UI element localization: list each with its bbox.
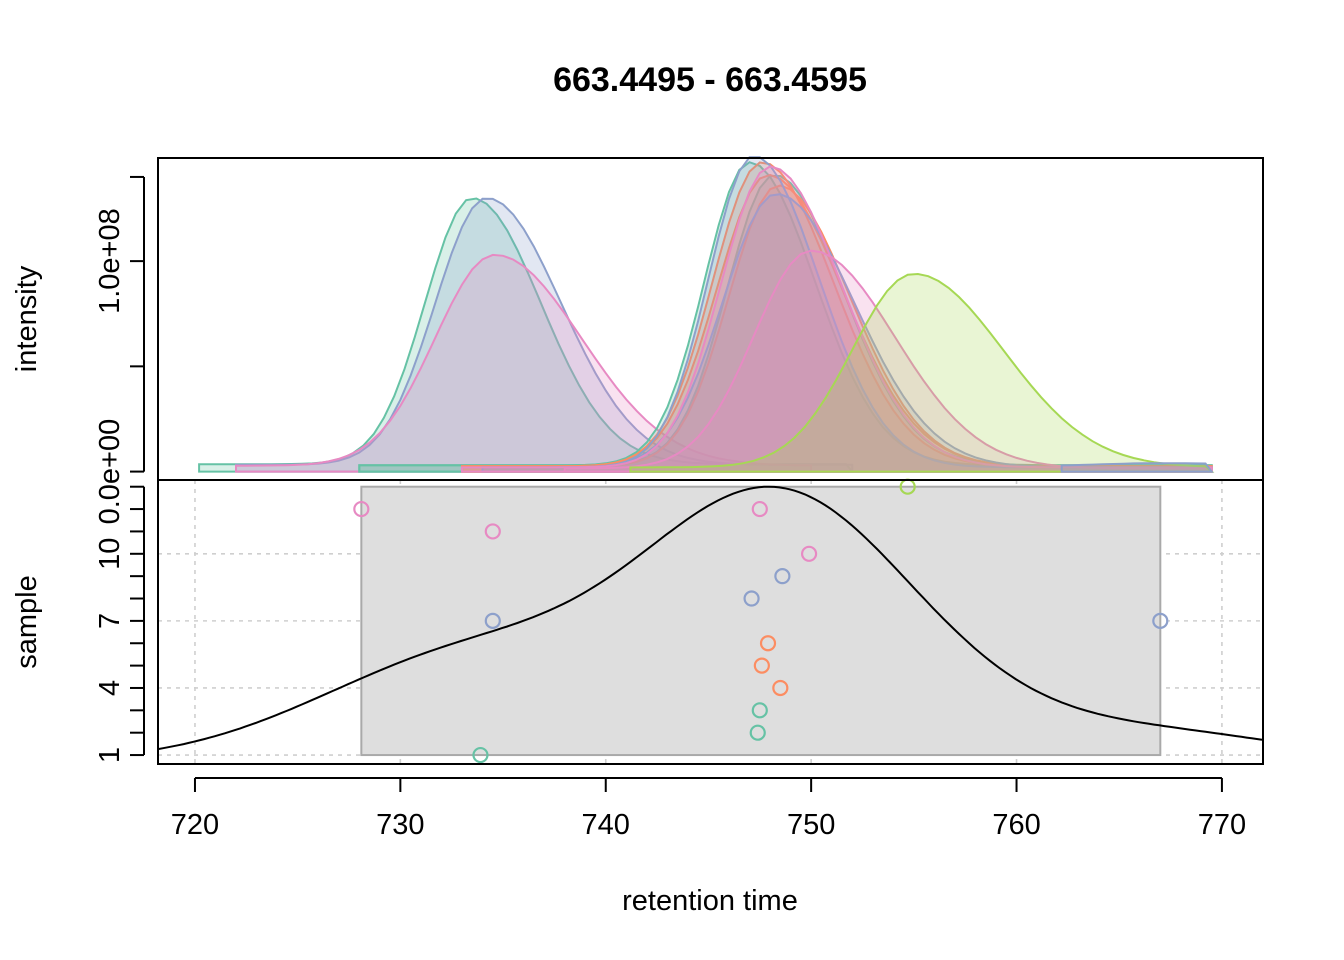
apex-point-sample-9	[774, 568, 791, 585]
x-tick-label: 750	[787, 809, 835, 841]
intensity-axis-label: intensity	[11, 265, 43, 372]
apex-point-sample-11	[484, 523, 501, 540]
peak-3	[235, 253, 813, 473]
peak-12	[563, 249, 1213, 473]
peak-14	[1060, 462, 1214, 473]
density-curve	[157, 485, 1263, 751]
x-tick-label: 740	[582, 809, 630, 841]
sample-panel-frame	[157, 479, 1264, 765]
chromatographic-peaks	[198, 156, 1215, 473]
x-tick-label: 730	[376, 809, 424, 841]
retention-time-band	[360, 485, 1162, 757]
intensity-tick-label: 1.0e+08	[94, 208, 126, 314]
sample-axis-label: sample	[11, 575, 43, 669]
sample-tick-label: 10	[94, 538, 126, 570]
sample-tick-label: 1	[94, 747, 126, 763]
apex-point-sample-12	[353, 500, 370, 518]
apex-point-sample-5	[753, 657, 770, 674]
sample-y-axis: 1 4 7 10	[94, 485, 145, 763]
retention-time-axis-label: retention time	[622, 885, 798, 917]
apex-point-sample-10	[800, 545, 818, 562]
x-tick-label: 760	[992, 809, 1040, 841]
intensity-panel: 0.0e+00 1.0e+08 intensity	[11, 156, 1264, 525]
peak-13	[629, 272, 1215, 473]
x-tick-label: 770	[1198, 809, 1246, 841]
retention-time-x-axis: 720 730 740 750 760 770	[171, 777, 1246, 841]
apex-point-sample-4	[772, 679, 789, 697]
sample-tick-label: 7	[94, 613, 126, 629]
apex-point-sample-7	[1152, 612, 1169, 629]
x-tick-label: 720	[171, 809, 219, 841]
chart-title: 663.4495 - 663.4595	[553, 61, 867, 99]
apex-point-sample-7	[484, 612, 501, 629]
apex-point-sample-6	[759, 635, 777, 652]
apex-point-sample-1	[472, 746, 489, 764]
peak-apex-points	[353, 478, 1169, 764]
apex-point-sample-2	[749, 724, 766, 741]
apex-point-sample-3	[751, 702, 768, 719]
intensity-y-axis: 0.0e+00 1.0e+08	[94, 175, 145, 525]
apex-point-sample-8	[743, 590, 760, 607]
intensity-tick-label: 0.0e+00	[94, 419, 126, 525]
sample-tick-label: 4	[94, 680, 126, 696]
apex-point-sample-12	[751, 500, 768, 518]
